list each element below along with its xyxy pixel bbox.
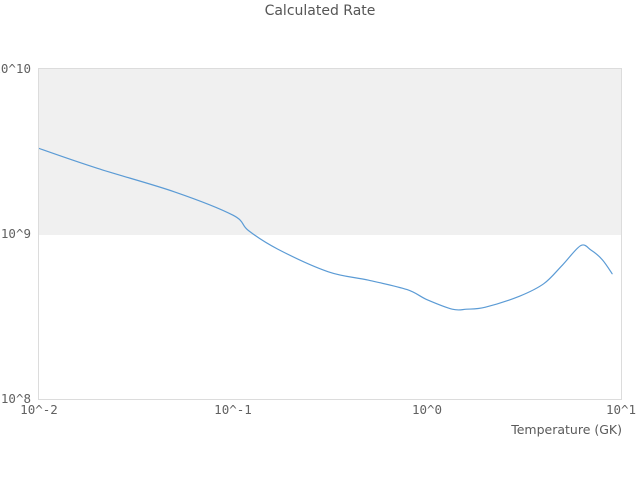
chart-title: Calculated Rate [264,3,376,19]
x-tick-label-1e-1: 10^-1 [214,402,252,417]
x-tick-label-1e1: 10^1 [605,402,637,417]
x-tick-label-1e-2: 10^-2 [20,402,58,417]
y-tick-label-1e8: 10^8 [0,391,31,406]
decade-band [39,69,621,235]
x-axis-title: Temperature (GK) [511,422,622,437]
plot-area [38,68,622,400]
y-tick-label-1e9: 10^9 [0,226,31,241]
rate-curve-svg [39,147,613,311]
y-tick-label-1e10: 10^10 [0,61,31,76]
x-tick-label-1e0: 10^0 [411,402,443,417]
rate-curve [39,147,613,311]
